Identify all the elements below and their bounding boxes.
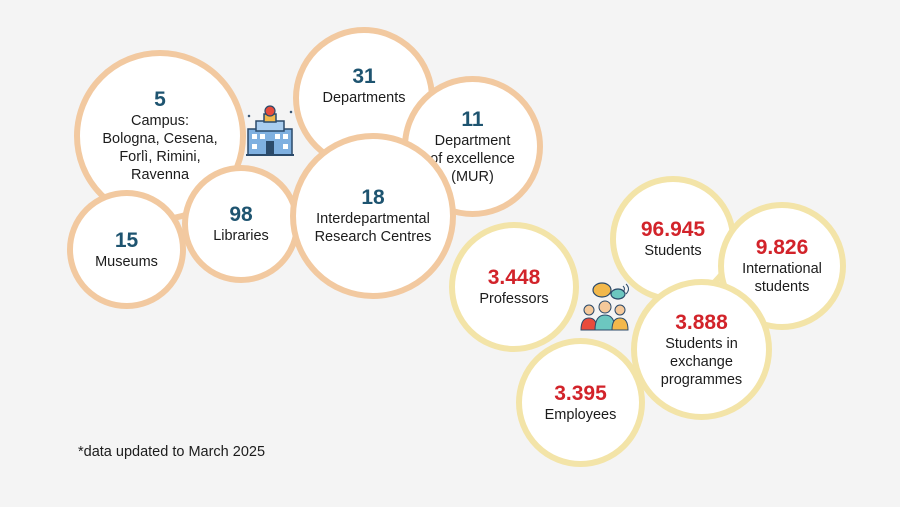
- stat-label: Libraries: [213, 228, 269, 244]
- stat-value: 96.945: [640, 218, 706, 241]
- stat-value: 98: [229, 203, 253, 226]
- stat-label: Employees: [544, 406, 617, 423]
- stat-value: 3.395: [554, 381, 607, 405]
- stat-label: Students in exchange programmes: [660, 335, 743, 388]
- people-group-icon: [578, 280, 632, 332]
- stat-value: 15: [114, 228, 139, 252]
- stat-bubble-research-centres: 18 Interdepartmental Research Centres: [290, 133, 456, 299]
- stat-value: 3.888: [675, 310, 728, 334]
- stat-label: Interdepartmental Research Centres: [314, 211, 432, 245]
- stat-value: 5: [154, 88, 166, 111]
- footnote: *data updated to March 2025: [78, 444, 266, 460]
- stat-value: 11: [461, 107, 484, 131]
- university-building-icon: [242, 103, 298, 159]
- stat-label: International students: [742, 261, 822, 295]
- stat-value: 18: [361, 186, 385, 209]
- stat-label: Students: [644, 243, 702, 259]
- stat-value: 9.826: [755, 236, 809, 259]
- stat-label: Campus: Bologna, Cesena, Forlì, Rimini, …: [102, 113, 218, 183]
- stat-label: Professors: [479, 291, 549, 307]
- stat-bubble-professors: 3.448 Professors: [449, 222, 579, 352]
- stat-value: 31: [352, 65, 376, 88]
- stat-bubble-employees: 3.395 Employees: [516, 338, 645, 467]
- stat-value: 3.448: [487, 266, 541, 289]
- stat-bubble-exchange-students: 3.888 Students in exchange programmes: [631, 279, 772, 420]
- stat-bubble-libraries: 98 Libraries: [182, 165, 300, 283]
- stat-label: Departments: [322, 90, 406, 106]
- stat-label: Museums: [95, 253, 158, 270]
- stat-bubble-museums: 15 Museums: [67, 190, 186, 309]
